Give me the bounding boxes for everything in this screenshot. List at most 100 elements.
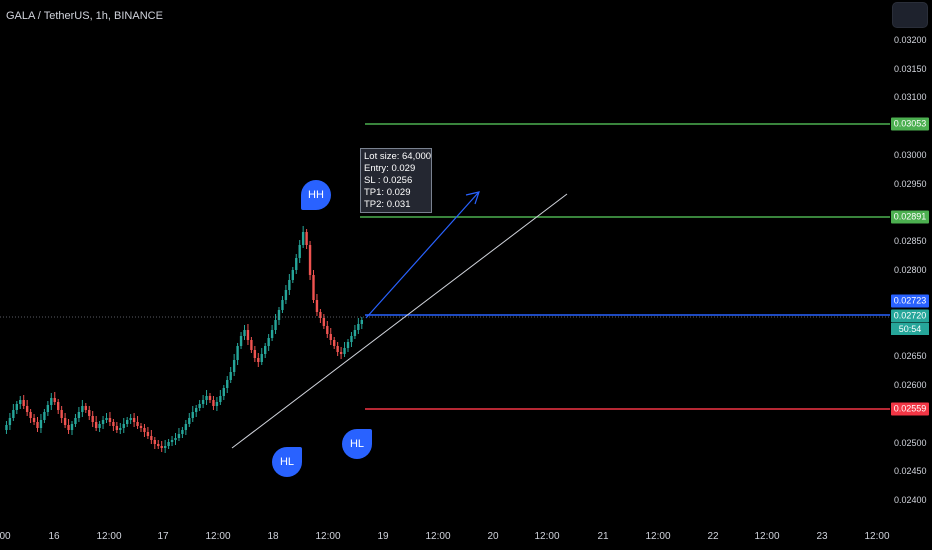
candle-body [239,336,243,346]
time-label: 12:00 [534,531,560,542]
time-label: 12:00 [96,531,122,542]
stop-loss-price-badge[interactable]: 0.02559 [891,402,929,416]
candle-body [43,412,46,420]
chart-settings-button[interactable] [892,2,928,28]
trade-info-box[interactable]: Lot size: 64,000 Entry: 0.029 SL : 0.025… [360,148,432,213]
candle-body [29,412,32,418]
candle-body [329,334,332,340]
candle-body [308,245,312,275]
time-label: 12:00 [864,531,890,542]
entry-text: Entry: 0.029 [364,163,416,174]
candle-body [136,422,139,426]
time-label: 17 [157,531,169,542]
candle-body [67,425,70,430]
candle-body [84,406,87,410]
candle-body [36,422,39,428]
price-tick: 0.03100 [894,92,927,102]
candle-body [170,440,174,442]
candle-body [105,418,108,420]
candle-body [115,426,119,430]
candle-body [146,432,150,436]
candle-body [198,404,201,408]
time-label: 23 [816,531,828,542]
candle-body [157,444,160,446]
candle-countdown: 50:54 [891,323,929,335]
candle-body [208,396,212,400]
candle-body [174,438,177,440]
candle-body [343,348,346,354]
candle-body [188,418,191,424]
candle-body [246,330,250,340]
candle-body [326,326,329,334]
candle-body [215,402,219,406]
time-label: 12:00 [754,531,780,542]
price-tick: 0.03150 [894,64,927,74]
tp2-price-badge[interactable]: 0.03053 [891,117,929,131]
candle-body [77,412,81,418]
candle-body [236,346,239,360]
candle-body [222,388,225,396]
candle-body [122,424,125,428]
candle-body [101,420,105,424]
candle-body [305,232,308,245]
candle-body [346,342,350,348]
candle-body [333,340,336,346]
candle-body [270,330,274,338]
candle-body [98,424,101,428]
candle-body [357,324,360,330]
entry-price-badge[interactable]: 0.02723 [891,294,929,308]
candle-body [132,418,136,422]
symbol-title: GALA / TetherUS, 1h, BINANCE [6,10,163,22]
candle-body [301,232,305,245]
candle-body [201,400,205,404]
hl-label-left[interactable]: HL [272,447,302,477]
candle-body [195,408,198,412]
candle-body [12,410,15,418]
price-tick: 0.02950 [894,179,927,189]
price-tick: 0.02800 [894,265,927,275]
time-label: 00 [0,531,11,542]
tp1-price-badge[interactable]: 0.02891 [891,210,929,224]
candle-body [243,330,246,336]
candle-body [15,404,18,410]
time-label: 12:00 [645,531,671,542]
time-label: 19 [377,531,389,542]
candle-body [322,318,326,326]
time-axis[interactable]: 00 16 12:00 17 12:00 18 12:00 19 12:00 2… [0,521,932,550]
trend-line[interactable] [231,193,568,449]
candle-body [319,312,322,318]
candle-body [88,410,91,416]
hh-label[interactable]: HH [301,180,331,210]
price-axis[interactable]: 0.03200 0.03150 0.03100 0.03000 0.02950 … [890,0,932,521]
candle-body [212,400,215,406]
candle-body [281,300,284,310]
candle-body [63,418,67,425]
candle-body [295,258,298,270]
chart-area[interactable]: GALA / TetherUS, 1h, BINANCE HH HL HL Lo… [0,0,890,521]
projection-arrow[interactable] [365,192,479,319]
candle-body [53,398,56,402]
candle-body [32,418,36,422]
last-price-badge[interactable]: 0.02720 [891,309,929,323]
lot-size-text: Lot size: 64,000 [364,151,432,162]
price-chart[interactable] [0,0,890,521]
candle-body [39,420,43,428]
candle-body [81,406,84,412]
candle-body [70,424,74,430]
candle-body [264,346,267,354]
candle-body [350,336,353,342]
candle-body [339,352,343,354]
candle-body [312,275,315,300]
candle-body [336,346,339,352]
candle-body [112,422,115,426]
candle-body [126,420,129,424]
candle-body [160,446,163,448]
candle-body [177,434,181,438]
candle-body [153,440,156,444]
time-label: 20 [487,531,499,542]
hl-label-right[interactable]: HL [342,429,372,459]
candle-body [229,372,232,380]
candle-body [184,424,188,430]
price-tick: 0.03000 [894,150,927,160]
time-label: 21 [597,531,609,542]
